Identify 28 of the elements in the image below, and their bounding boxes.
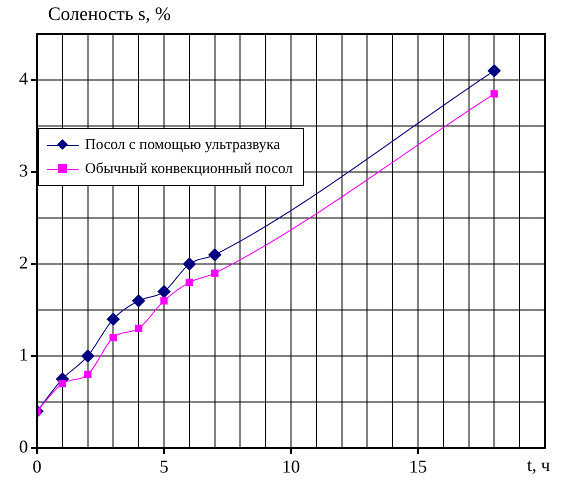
y-tick-label: 4 <box>19 68 28 89</box>
x-axis-title: t, ч <box>527 455 550 476</box>
legend-label: Посол с помощью ультразвука <box>85 136 280 154</box>
point <box>81 350 94 362</box>
point <box>186 278 194 286</box>
point <box>182 258 196 270</box>
point <box>134 324 142 332</box>
point <box>160 297 168 304</box>
point <box>490 90 498 98</box>
legend-label: Обычный конвекционный посол <box>85 160 293 178</box>
y-axis-title: Соленость s, % <box>48 4 171 26</box>
x-tick-label: 5 <box>160 456 168 477</box>
point <box>84 370 92 378</box>
point <box>106 312 120 326</box>
point <box>488 64 501 78</box>
x-tick-label: 10 <box>282 456 300 477</box>
point <box>132 294 146 308</box>
point <box>211 270 218 277</box>
x-tick-label: 15 <box>409 456 427 477</box>
point <box>158 285 170 298</box>
point <box>58 380 66 388</box>
point <box>110 334 117 342</box>
y-tick-label: 3 <box>19 160 28 181</box>
y-tick-label: 2 <box>19 252 28 273</box>
x-tick-label: 0 <box>32 456 42 477</box>
y-tick-label: 0 <box>19 436 28 457</box>
y-tick-label: 1 <box>19 344 28 365</box>
point <box>208 248 222 262</box>
